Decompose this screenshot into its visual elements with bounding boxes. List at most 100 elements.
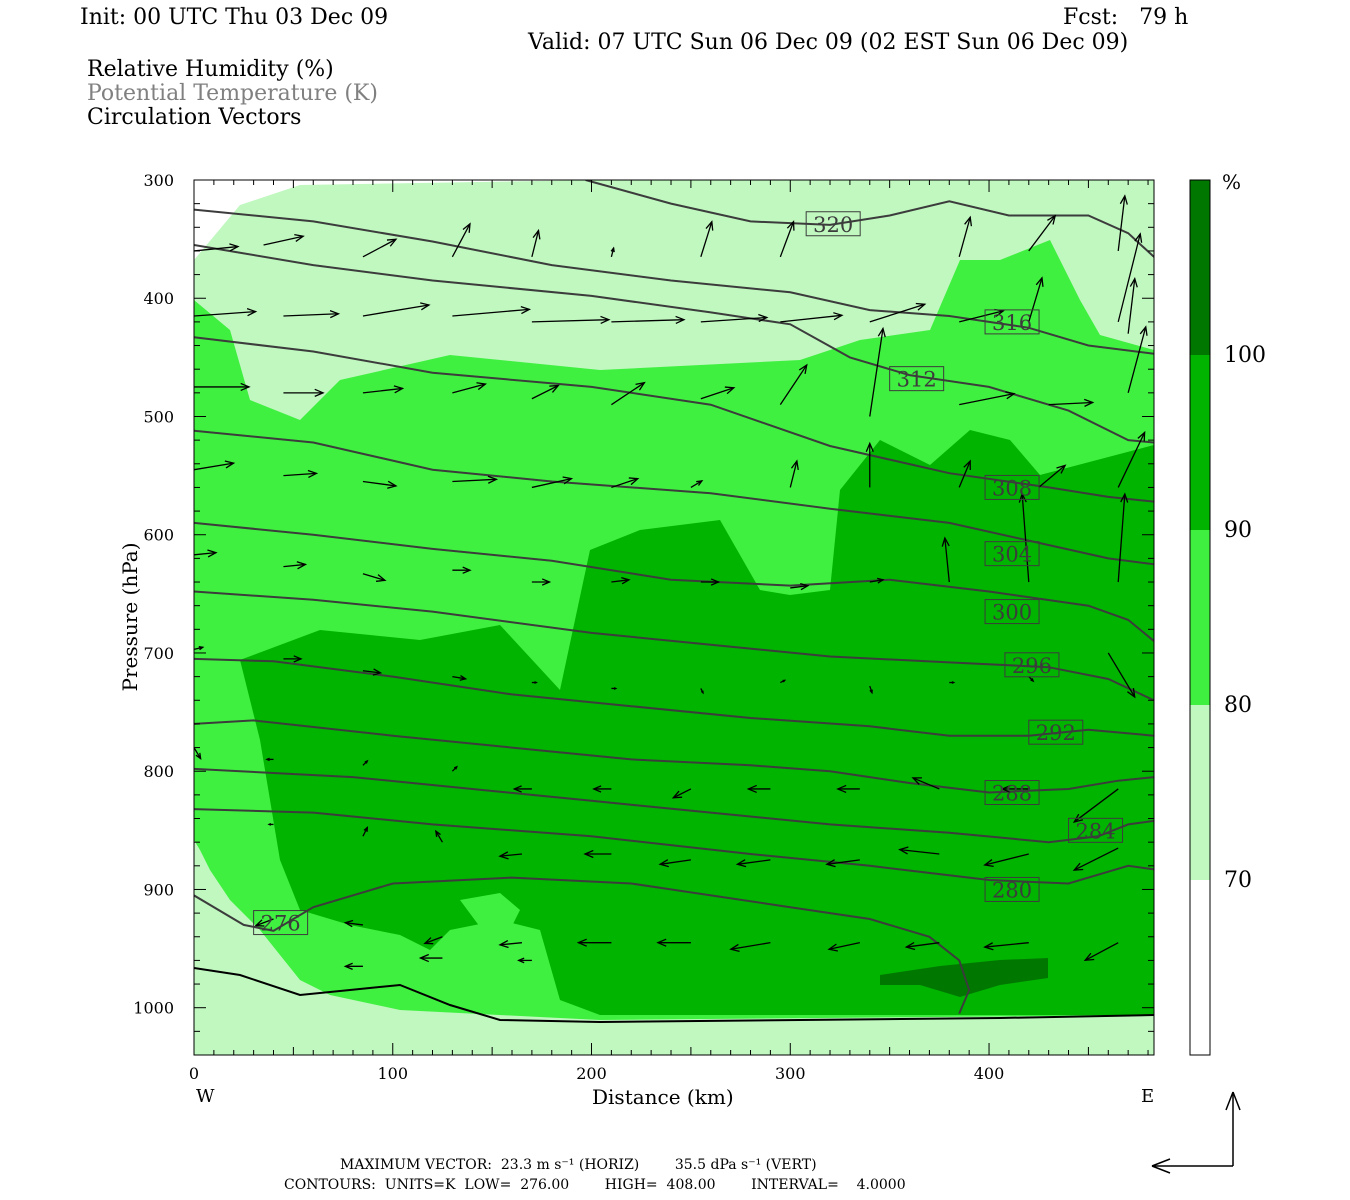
vector-arrow	[780, 312, 844, 323]
vector-arrow	[517, 957, 532, 964]
y-tick-label: 400	[143, 289, 174, 308]
colorbar-label-100: 100	[1224, 343, 1266, 368]
theta-label: 308	[992, 476, 1032, 500]
vector-arrow	[452, 475, 499, 484]
vector-arrow	[498, 939, 523, 949]
colorbar-label-80: 80	[1224, 693, 1252, 718]
plot-frame	[193, 179, 1155, 1056]
y-tick-label: 600	[143, 526, 174, 545]
theta-contours	[194, 180, 1154, 1024]
vector-arrow	[263, 233, 305, 246]
theta-label: 296	[1012, 654, 1052, 678]
vector-arrow	[611, 687, 618, 690]
vector-arrow	[656, 938, 691, 947]
vector-arrow	[700, 220, 714, 258]
vector-arrow	[869, 302, 927, 323]
y-axis-title: Pressure (hPa)	[118, 542, 142, 692]
theta-contour-280	[194, 808, 1154, 885]
vector-arrow	[1048, 398, 1095, 407]
vector-arrow	[779, 220, 795, 258]
vector-arrow	[869, 326, 886, 417]
vector-arrow	[1127, 325, 1148, 394]
vector-arrow	[531, 384, 560, 400]
theta-contour-312	[194, 244, 1154, 444]
vector-arrow	[265, 757, 274, 762]
y-tick-label: 800	[143, 762, 174, 781]
rh-90-100-region	[240, 430, 1154, 1015]
vector-arrow	[283, 310, 341, 319]
vector-arrow	[825, 859, 860, 868]
vector-arrow	[700, 688, 704, 695]
field-rh: Relative Humidity (%)	[87, 57, 334, 82]
vector-arrow	[498, 851, 523, 860]
vector-arrow	[1117, 492, 1129, 583]
theta-label-box	[984, 474, 1040, 500]
vector-arrow	[1028, 276, 1044, 323]
vector-arrow	[362, 302, 431, 317]
y-tick-label: 900	[143, 880, 174, 899]
vector-arrow	[592, 785, 612, 793]
vector-arrow	[700, 578, 721, 586]
vector-arrow	[423, 936, 443, 945]
vector-arrow	[869, 685, 873, 695]
vector-arrow	[904, 941, 940, 951]
theta-label: 276	[261, 912, 301, 936]
vector-arrow	[531, 578, 552, 586]
x-tick-label: 300	[775, 1064, 806, 1083]
vector-arrow	[1038, 464, 1067, 488]
field-vectors: Circulation Vectors	[87, 105, 302, 130]
vector-arrow	[1117, 232, 1143, 323]
vector-arrow	[746, 784, 771, 794]
vector-arrow	[512, 785, 532, 793]
vector-arrow	[343, 962, 363, 971]
theta-contour-308	[194, 336, 1154, 503]
init-time: Init: 00 UTC Thu 03 Dec 09	[80, 5, 389, 30]
vector-arrow	[671, 788, 692, 799]
vector-arrow	[869, 577, 885, 584]
vector-arrow	[611, 315, 686, 325]
vector-arrow	[911, 777, 940, 790]
theta-label: 280	[992, 878, 1032, 902]
vector-arrow	[452, 566, 472, 574]
x-tick-label: 0	[189, 1064, 199, 1083]
theta-contour-292	[194, 657, 1154, 737]
theta-label-box	[889, 366, 945, 392]
vector-arrow	[362, 825, 369, 837]
vector-arrow	[194, 308, 258, 317]
vector-arrow	[194, 747, 202, 760]
vector-arrow	[611, 477, 640, 489]
theta-label-box	[984, 599, 1040, 625]
vector-arrow	[1083, 942, 1119, 962]
vector-arrow	[418, 953, 443, 963]
vector-arrow	[452, 675, 468, 681]
vector-arrow	[836, 784, 860, 794]
vector-arrow	[949, 681, 956, 684]
theta-label: 300	[992, 601, 1032, 625]
vector-arrow	[194, 460, 236, 471]
vector-arrow	[1000, 784, 1029, 794]
theta-label: 312	[897, 368, 937, 392]
west-label: W	[196, 1086, 215, 1107]
vector-arrow	[362, 385, 405, 394]
theta-label-box	[984, 780, 1040, 805]
theta-contour-304	[194, 429, 1154, 566]
vector-arrow	[194, 243, 240, 252]
vector-arrow	[1127, 277, 1138, 334]
theta-label: 288	[992, 782, 1032, 806]
vector-arrow	[959, 391, 1016, 406]
vector-arrow	[362, 668, 383, 676]
vector-arrow	[611, 577, 631, 585]
vector-arrow	[362, 573, 387, 582]
theta-contour-296	[194, 590, 1154, 702]
vector-arrow	[362, 238, 398, 258]
vector-arrow	[194, 645, 205, 651]
vector-arrow	[735, 859, 771, 868]
vector-arrow	[610, 246, 615, 258]
vector-arrow	[1107, 652, 1136, 699]
colorbar	[1189, 179, 1211, 1056]
vector-arrow	[452, 305, 532, 317]
vector-arrow	[267, 823, 274, 826]
vector-arrow	[790, 582, 810, 591]
vector-arrow	[1072, 788, 1119, 823]
vector-arrow	[898, 846, 940, 855]
